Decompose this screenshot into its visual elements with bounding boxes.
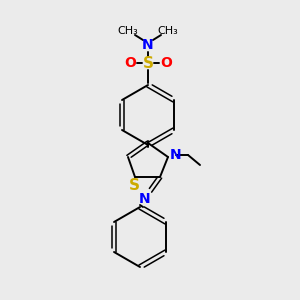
Text: CH₃: CH₃: [118, 26, 138, 36]
Text: O: O: [160, 56, 172, 70]
Text: N: N: [142, 38, 154, 52]
Text: N: N: [139, 192, 151, 206]
Text: O: O: [124, 56, 136, 70]
Text: N: N: [170, 148, 182, 162]
Text: S: S: [128, 178, 140, 193]
Text: S: S: [142, 56, 154, 70]
Text: CH₃: CH₃: [158, 26, 178, 36]
